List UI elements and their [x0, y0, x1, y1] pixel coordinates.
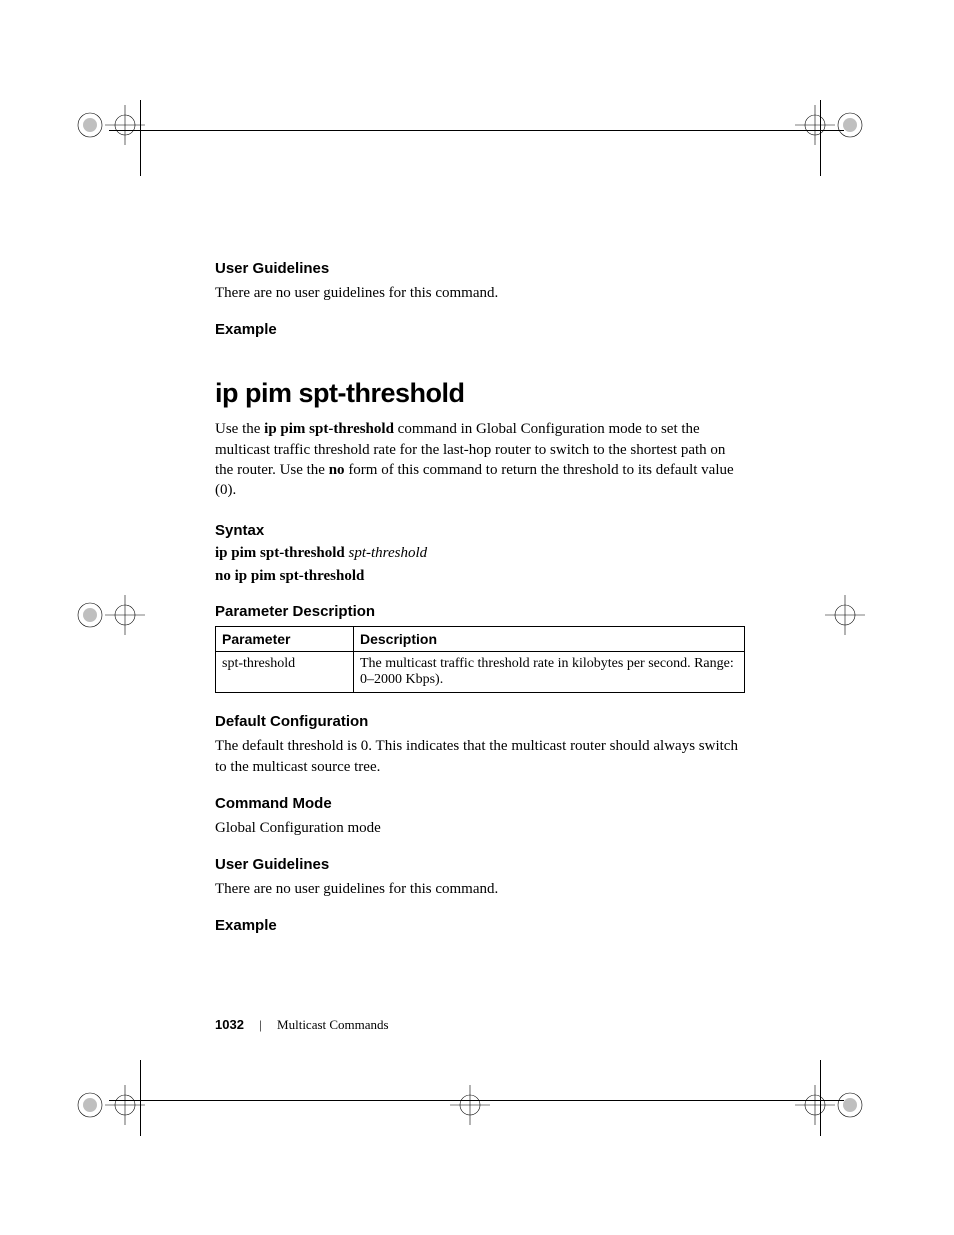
heading-param-desc: Parameter Description	[215, 603, 745, 620]
crop-rule-bl-v	[140, 1060, 141, 1136]
heading-user-guidelines-2: User Guidelines	[215, 856, 745, 873]
syntax-line2-bold: no ip pim spt-threshold	[215, 568, 364, 584]
crop-rule-br-v	[820, 1060, 821, 1136]
syntax-block: ip pim spt-threshold spt-threshold no ip…	[215, 545, 745, 585]
text-user-guidelines-2: There are no user guidelines for this co…	[215, 879, 745, 899]
table-header-row: Parameter Description	[216, 627, 745, 652]
text-default-config: The default threshold is 0. This indicat…	[215, 736, 745, 777]
intro-no-bold: no	[329, 462, 345, 478]
syntax-line1-italic: spt-threshold	[349, 545, 428, 561]
heading-example: Example	[215, 321, 745, 338]
registration-mark-icon	[790, 575, 870, 655]
text-user-guidelines: There are no user guidelines for this co…	[215, 283, 745, 303]
intro-prefix: Use the	[215, 421, 264, 437]
crop-rule-tr-v	[820, 100, 821, 176]
heading-user-guidelines: User Guidelines	[215, 260, 745, 277]
table-cell-param: spt-threshold	[216, 652, 354, 693]
syntax-line-2: no ip pim spt-threshold	[215, 568, 745, 585]
table-cell-desc: The multicast traffic threshold rate in …	[354, 652, 745, 693]
syntax-line1-bold: ip pim spt-threshold	[215, 545, 349, 561]
parameter-table: Parameter Description spt-threshold The …	[215, 626, 745, 693]
table-header-description: Description	[354, 627, 745, 652]
crop-rule-bottom	[109, 1100, 844, 1101]
page-content: User Guidelines There are no user guidel…	[215, 260, 745, 940]
heading-example-2: Example	[215, 917, 745, 934]
command-title: ip pim spt-threshold	[215, 378, 745, 409]
intro-cmd-bold: ip pim spt-threshold	[264, 421, 394, 437]
table-header-parameter: Parameter	[216, 627, 354, 652]
footer-chapter: Multicast Commands	[277, 1017, 389, 1032]
crop-rule-tl-v	[140, 100, 141, 176]
heading-default-config: Default Configuration	[215, 713, 745, 730]
registration-mark-icon	[70, 575, 150, 655]
heading-command-mode: Command Mode	[215, 795, 745, 812]
text-command-mode: Global Configuration mode	[215, 818, 745, 838]
heading-syntax: Syntax	[215, 522, 745, 539]
page-footer: 1032 | Multicast Commands	[215, 1017, 389, 1033]
footer-separator: |	[259, 1017, 262, 1032]
syntax-line-1: ip pim spt-threshold spt-threshold	[215, 545, 745, 562]
page-number: 1032	[215, 1017, 244, 1032]
crop-rule-top	[109, 130, 844, 131]
table-row: spt-threshold The multicast traffic thre…	[216, 652, 745, 693]
command-intro: Use the ip pim spt-threshold command in …	[215, 419, 745, 500]
